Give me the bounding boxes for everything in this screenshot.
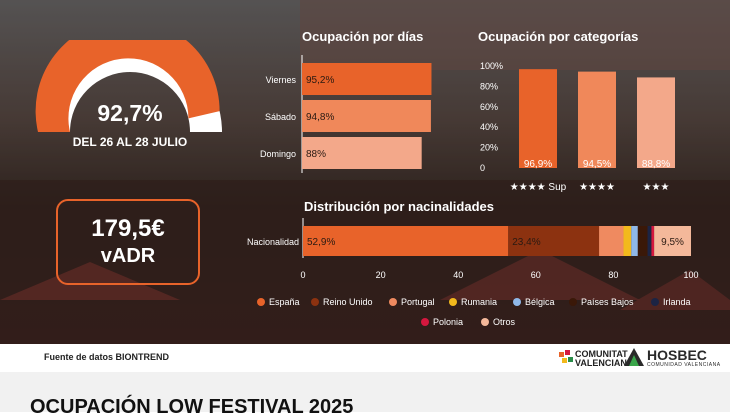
day-bar <box>302 63 432 95</box>
legend-label: Portugal <box>401 297 435 307</box>
x-tick-label: 40 <box>453 270 463 280</box>
gauge-date-range: DEL 26 AL 28 JULIO <box>72 135 188 149</box>
nationality-segment <box>651 226 655 256</box>
data-source: Fuente de datos BIONTREND <box>44 352 170 362</box>
day-label: Viernes <box>266 75 297 85</box>
adr-box: 179,5€ vADR <box>56 199 200 285</box>
category-value-label: 94,5% <box>583 159 611 170</box>
legend-label: Rumania <box>461 297 497 307</box>
legend-marker <box>389 298 397 306</box>
y-tick-label: 0 <box>480 163 485 173</box>
legend-label: Polonia <box>433 317 463 327</box>
hosbec-sublabel: COMUNIDAD VALENCIANA <box>647 362 721 368</box>
nationality-segment <box>631 226 638 256</box>
nationality-segment <box>303 226 509 256</box>
day-bar <box>302 137 422 169</box>
adr-label: vADR <box>100 245 156 267</box>
nationality-chart: Nacionalidad 52,9% 23,4% 9,5% 0 20 40 60 80 100 Es… <box>247 218 699 327</box>
legend-label: Otros <box>493 317 516 327</box>
bottom-title: OCUPACIÓN LOW FESTIVAL 2025 <box>30 396 354 418</box>
category-value-label: 88,8% <box>642 159 670 170</box>
nationality-segment <box>647 226 652 256</box>
legend-label: Irlanda <box>663 297 691 307</box>
categories-chart: 0 20% 40% 60% 80% 100% 96,9% ★★★★ Sup 94,5% ★★★★ 8… <box>480 61 675 193</box>
y-tick-label: 40% <box>480 122 498 132</box>
category-label: ★★★ <box>643 182 670 193</box>
y-tick-label: 20% <box>480 143 498 153</box>
legend-marker <box>257 298 265 306</box>
day-value-label: 94,8% <box>306 112 334 123</box>
y-tick-label: 100% <box>480 61 503 71</box>
comunitat-valenciana-logo-icon <box>559 350 573 363</box>
nationality-value-label: 23,4% <box>512 237 540 248</box>
day-label: Domingo <box>260 149 296 159</box>
x-tick-label: 100 <box>683 270 698 280</box>
days-chart-title: Ocupación por días <box>302 29 424 44</box>
nationality-chart-title: Distribución por nacinalidades <box>304 199 494 214</box>
legend-label: Bélgica <box>525 297 555 307</box>
legend-label: Países Bajos <box>581 297 634 307</box>
nationality-value-label: 9,5% <box>661 237 684 248</box>
hosbec-logo-icon <box>624 348 644 366</box>
cv-line-1: COMUNITAT <box>575 349 628 359</box>
legend-label: España <box>269 297 300 307</box>
nationality-segment <box>599 226 624 256</box>
nationality-segment <box>508 226 600 256</box>
day-value-label: 88% <box>306 149 326 160</box>
category-bar <box>519 69 557 168</box>
legend-marker <box>569 298 577 306</box>
x-tick-label: 80 <box>608 270 618 280</box>
day-bar <box>302 100 431 132</box>
cv-line-2: VALENCIANA <box>575 358 634 368</box>
category-label: ★★★★ Sup <box>510 182 567 193</box>
y-tick-label: 80% <box>480 81 498 91</box>
days-chart: Viernes 95,2% Sábado 94,8% Domingo 88% <box>260 55 432 173</box>
legend-marker <box>481 318 489 326</box>
footer-bar <box>0 344 730 372</box>
day-label: Sábado <box>265 112 296 122</box>
legend-marker <box>513 298 521 306</box>
category-value-label: 96,9% <box>524 159 552 170</box>
hosbec-label: HOSBEC <box>647 347 707 363</box>
category-bar <box>578 71 616 168</box>
day-value-label: 95,2% <box>306 75 334 86</box>
x-tick-label: 0 <box>300 270 305 280</box>
y-tick-label: 60% <box>480 102 498 112</box>
legend-marker <box>651 298 659 306</box>
gauge-fill <box>35 40 220 132</box>
legend-marker <box>449 298 457 306</box>
category-bar <box>637 77 675 168</box>
category-label: ★★★★ <box>579 182 615 193</box>
categories-chart-title: Ocupación por categorías <box>478 29 639 44</box>
legend-marker <box>421 318 429 326</box>
x-tick-label: 20 <box>376 270 386 280</box>
nationality-category-label: Nacionalidad <box>247 237 299 247</box>
legend-marker <box>311 298 319 306</box>
gauge-value: 92,7% <box>97 100 163 126</box>
nationality-value-label: 52,9% <box>307 237 335 248</box>
x-tick-label: 60 <box>531 270 541 280</box>
adr-value: 179,5€ <box>91 215 165 242</box>
legend-label: Reino Unido <box>323 297 373 307</box>
occupancy-gauge <box>35 40 222 132</box>
comunitat-valenciana-label: COMUNITAT VALENCIANA <box>575 350 633 368</box>
nationality-segment <box>654 226 691 256</box>
nationality-segment <box>623 226 632 256</box>
bottom-strip <box>0 372 730 412</box>
nationality-segment <box>637 226 648 256</box>
